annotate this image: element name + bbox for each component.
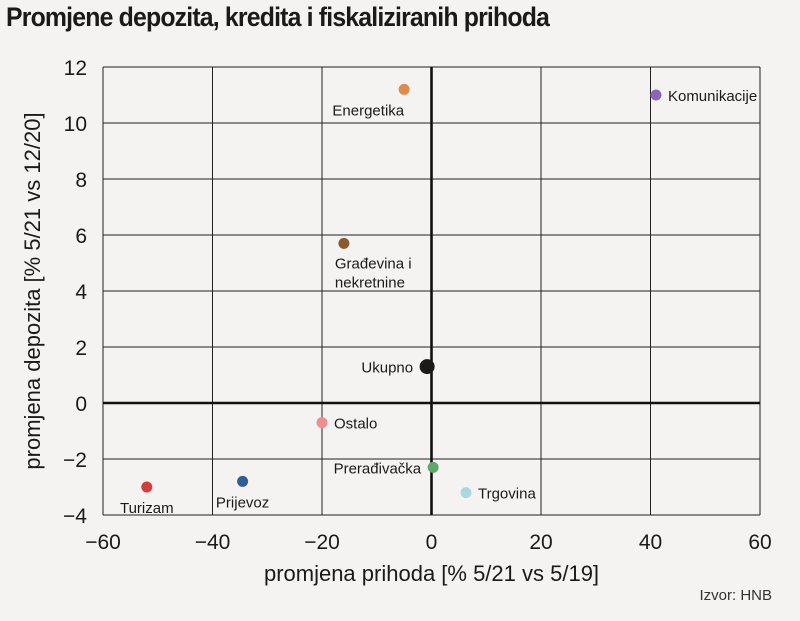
data-point bbox=[237, 475, 249, 487]
point-label-line: Prijevoz bbox=[216, 494, 269, 511]
x-tick-label: 0 bbox=[426, 531, 438, 554]
point-label: Prijevoz bbox=[216, 494, 269, 511]
point-label: Turizam bbox=[120, 500, 174, 517]
point-label-line: Turizam bbox=[120, 500, 174, 517]
zero-axes bbox=[103, 67, 760, 515]
data-point bbox=[419, 359, 435, 375]
point-label: Komunikacije bbox=[668, 88, 757, 105]
y-tick-label: −2 bbox=[63, 449, 87, 472]
x-tick-label: 40 bbox=[639, 531, 662, 554]
point-label: Trgovina bbox=[478, 486, 536, 503]
y-tick-label: 10 bbox=[64, 113, 87, 136]
y-tick-label: −4 bbox=[63, 505, 87, 528]
point-label-line: Ukupno bbox=[361, 360, 413, 377]
point-label-line: Energetika bbox=[332, 102, 404, 119]
data-point bbox=[141, 481, 153, 493]
y-tick-label: 8 bbox=[75, 169, 87, 192]
x-tick-label: 60 bbox=[748, 531, 771, 554]
point-label-line: Građevina i bbox=[335, 255, 412, 272]
y-axis-title: promjena depozita [% 5/21 vs 12/20] bbox=[20, 112, 45, 469]
data-point bbox=[460, 487, 472, 499]
point-label: Ostalo bbox=[334, 416, 377, 433]
point-label: Prerađivačka bbox=[334, 460, 422, 477]
point-label: Energetika bbox=[332, 102, 404, 119]
data-point bbox=[338, 237, 350, 249]
data-points bbox=[141, 83, 662, 499]
x-axis-title: promjena prihoda [% 5/21 vs 5/19] bbox=[264, 561, 599, 586]
point-label-line: Komunikacije bbox=[668, 88, 757, 105]
y-tick-label: 6 bbox=[75, 225, 87, 248]
data-point bbox=[650, 89, 662, 101]
data-point bbox=[427, 461, 439, 473]
source-note: Izvor: HNB bbox=[699, 587, 772, 604]
chart-title: Promjene depozita, kredita i fiskalizira… bbox=[6, 2, 550, 32]
point-label: Građevina i nekretnine bbox=[335, 255, 412, 291]
y-tick-label: 2 bbox=[75, 337, 87, 360]
point-label-line: Ostalo bbox=[334, 416, 377, 433]
point-label-line: nekretnine bbox=[335, 274, 405, 291]
data-point bbox=[398, 83, 410, 95]
point-labels: Energetika Komunikacije Građevina i nekretn… bbox=[120, 88, 757, 517]
point-label-line: Trgovina bbox=[478, 486, 536, 503]
x-tick-label: −20 bbox=[304, 531, 340, 554]
data-point bbox=[316, 417, 328, 429]
y-tick-label: 4 bbox=[75, 281, 87, 304]
x-tick-label: −40 bbox=[195, 531, 231, 554]
x-tick-label: 20 bbox=[529, 531, 552, 554]
point-label: Ukupno bbox=[361, 360, 413, 377]
y-tick-label: 12 bbox=[64, 57, 87, 80]
y-tick-label: 0 bbox=[75, 393, 87, 416]
x-tick-label: −60 bbox=[85, 531, 121, 554]
point-label-line: Prerađivačka bbox=[334, 460, 422, 477]
